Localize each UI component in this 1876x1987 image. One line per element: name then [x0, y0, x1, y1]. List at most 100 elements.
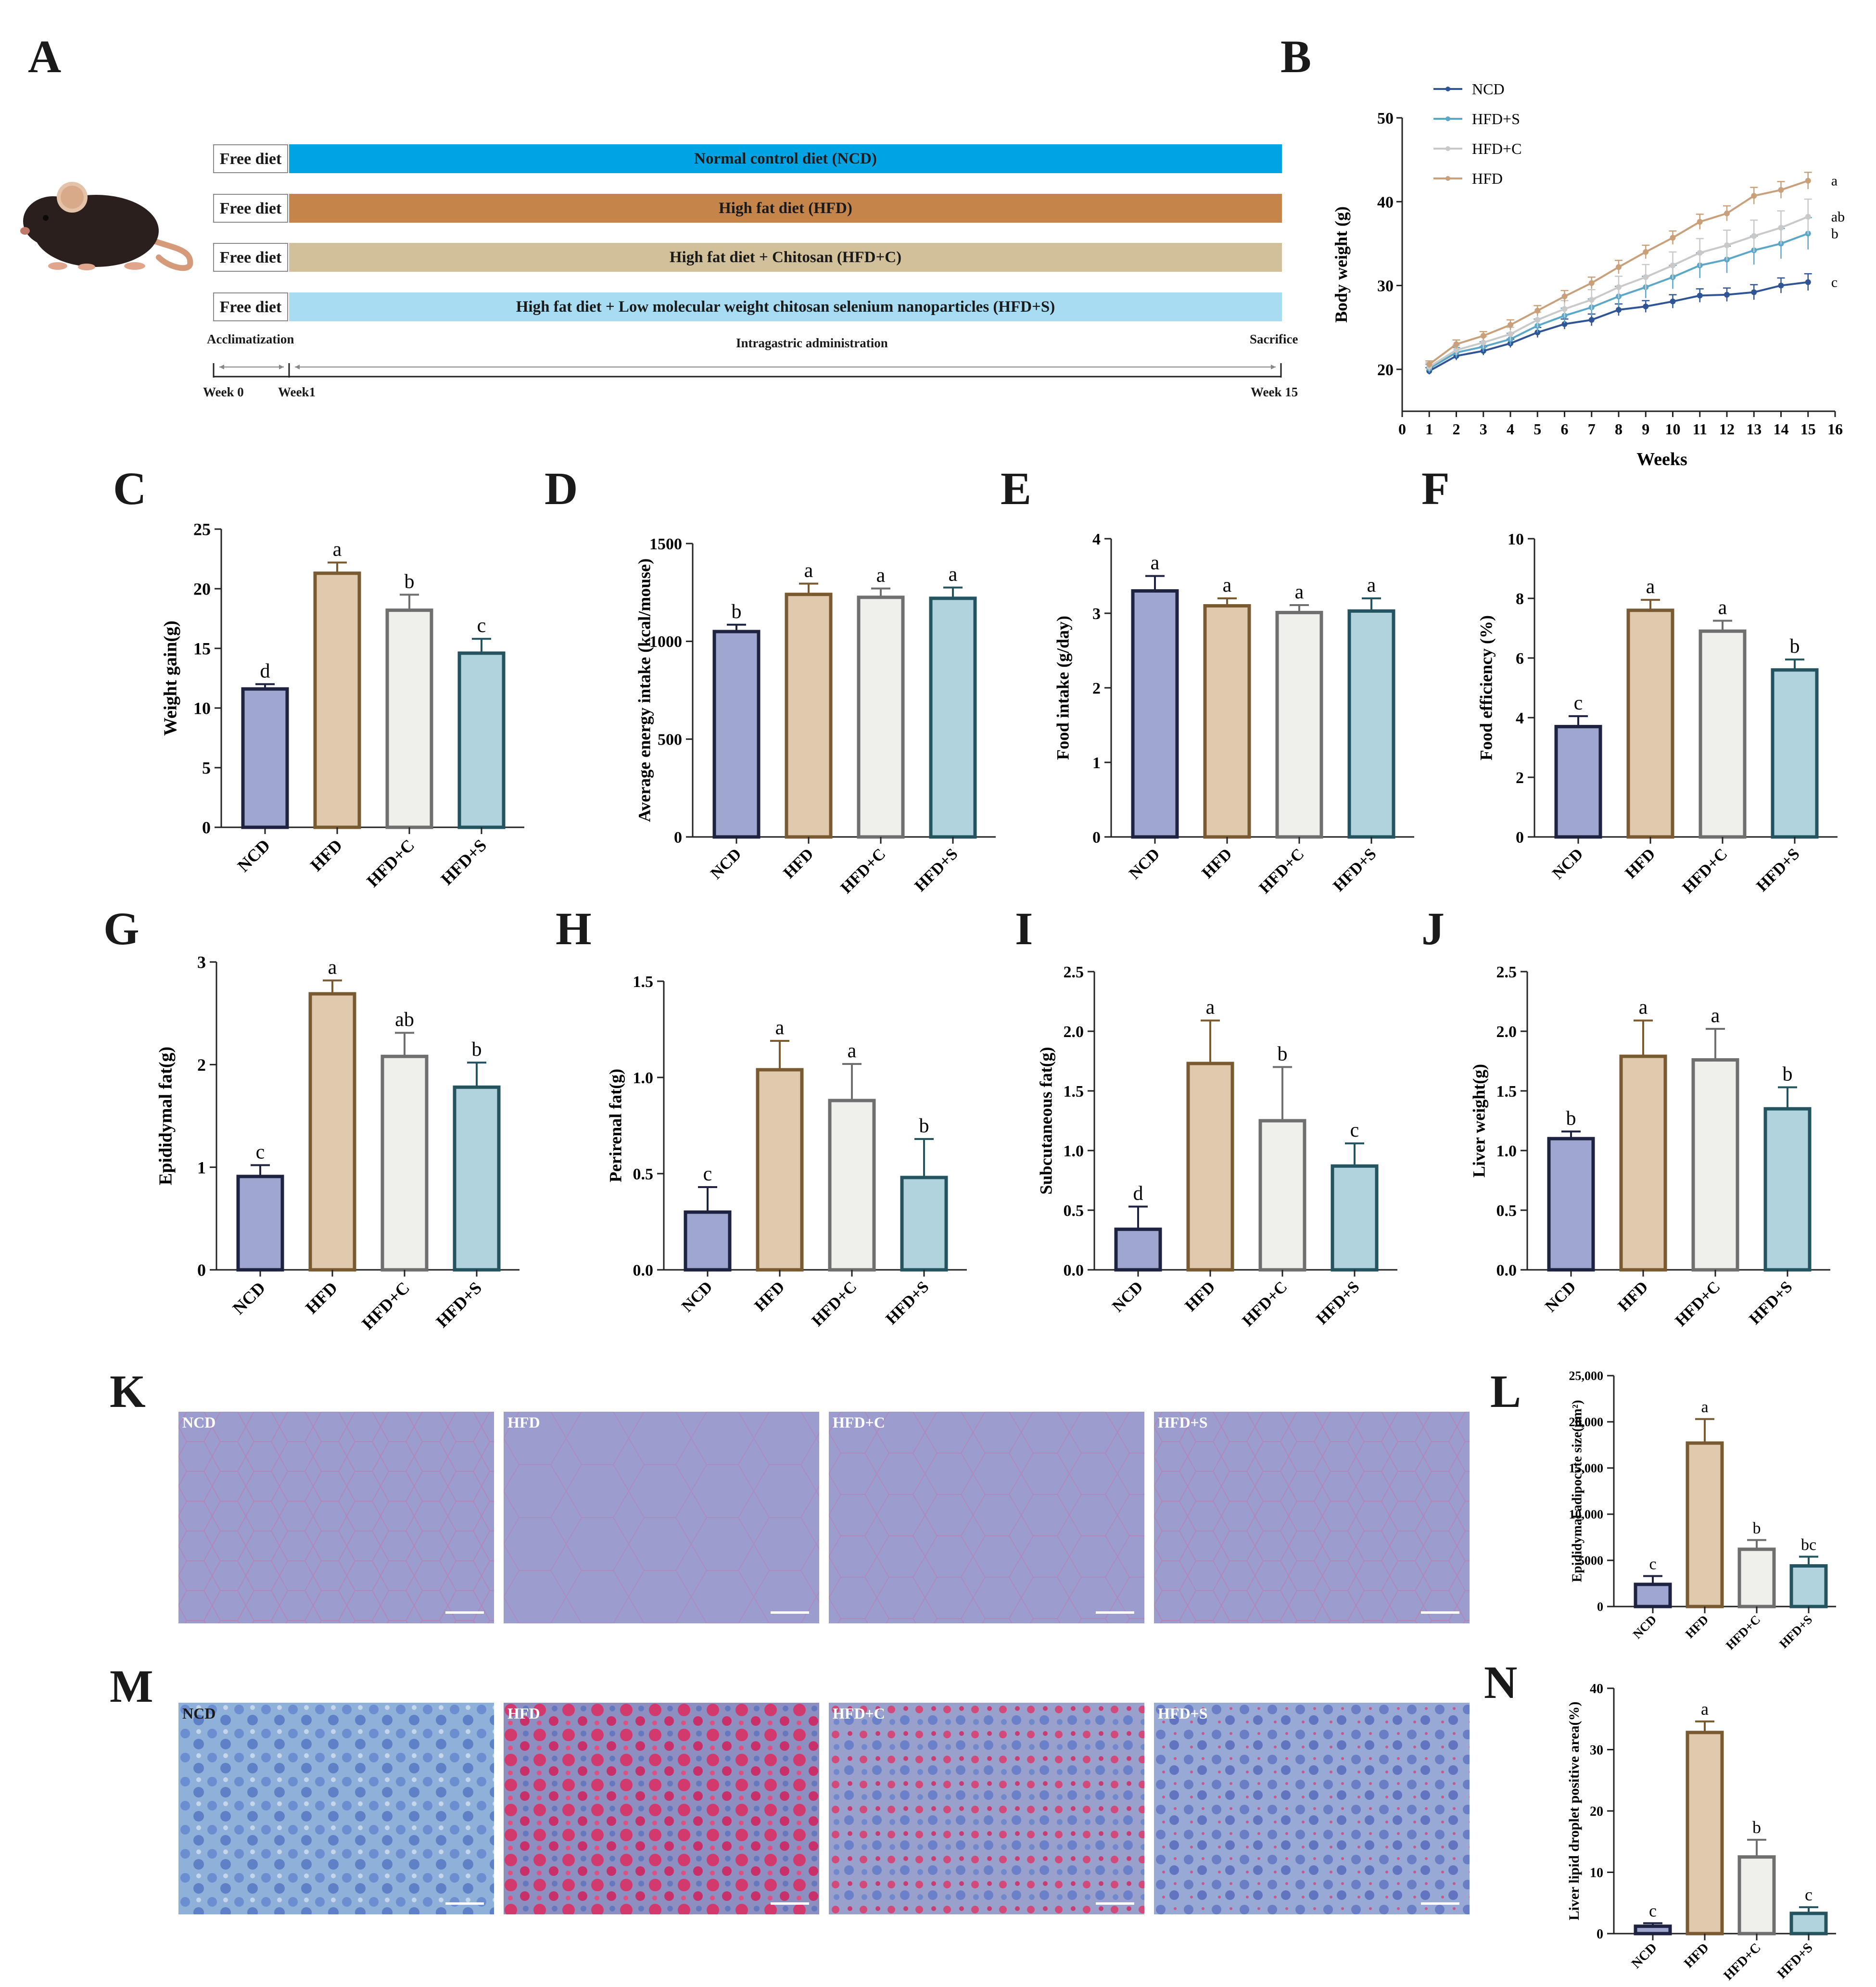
- y-tick-label: 20: [1590, 1804, 1603, 1819]
- x-tick-label: HFD+S: [1330, 845, 1380, 895]
- diet-row-hfdc: Free diet High fat diet + Chitosan (HFD+…: [213, 243, 1282, 272]
- x-tick-label: HFD+C: [1672, 1278, 1724, 1330]
- data-point: [1588, 280, 1595, 286]
- significance-letter: b: [1783, 1063, 1793, 1086]
- bar-hfd-s: [929, 596, 977, 839]
- y-tick-label: 20: [1377, 361, 1394, 379]
- data-point: [1453, 341, 1459, 347]
- y-tick-label: 0: [197, 1261, 206, 1280]
- y-tick-label: 500: [658, 731, 682, 749]
- bar-hfd-s: [1763, 1107, 1812, 1272]
- x-tick-label: 14: [1774, 420, 1789, 438]
- x-tick-label: 2: [1453, 420, 1460, 438]
- significance-letter: b: [472, 1038, 482, 1061]
- y-tick-label: 1.5: [1496, 1083, 1517, 1101]
- panel-label-j: J: [1421, 903, 1445, 954]
- y-axis-label: Liver lipid droplet positive area(%): [1566, 1702, 1582, 1921]
- x-tick-label: HFD+S: [912, 845, 962, 895]
- data-point: [1724, 242, 1730, 248]
- y-axis-label: Subcutaneous fat(g): [1037, 1047, 1056, 1194]
- x-tick-label: HFD+C: [837, 845, 889, 897]
- x-tick-label: HFD+C: [1679, 845, 1731, 897]
- data-point: [1697, 250, 1703, 256]
- panel-label-g: G: [103, 903, 139, 954]
- adipocyte-size-bar-chart: 0 5000 10,000 15,000 20,000 25,000 Epididymal …: [1569, 1369, 1836, 1652]
- bar-hfd-s: [1331, 1164, 1379, 1272]
- data-point: [1751, 289, 1757, 295]
- significance-letter: a: [1151, 552, 1160, 574]
- significance-letter: c: [1831, 275, 1838, 291]
- panel-label-d: D: [545, 463, 578, 514]
- data-point: [1670, 235, 1676, 241]
- significance-letter: a: [1646, 576, 1655, 598]
- bar-hfd-c: [857, 595, 905, 839]
- x-tick-label: HFD+C: [1721, 1940, 1763, 1982]
- panel-label-f: F: [1421, 463, 1450, 514]
- food-intake-bar-chart: 0 1 2 3 4 Food intake (g/day) a NCD a HFD a HFD+C a H…: [1053, 531, 1414, 897]
- y-tick-label: 2: [1092, 680, 1101, 697]
- x-tick-label: 1: [1425, 420, 1433, 438]
- bar-hfd: [1686, 1731, 1724, 1936]
- y-tick-label: 0.5: [1496, 1202, 1517, 1220]
- bar-hfd: [1203, 604, 1251, 839]
- significance-letter: c: [1649, 1556, 1656, 1573]
- y-tick-label: 0.0: [1064, 1262, 1084, 1279]
- bar-hfd: [756, 1068, 804, 1272]
- data-point: [1426, 361, 1432, 367]
- significance-letter: b: [1753, 1519, 1761, 1537]
- x-tick-label: HFD: [1622, 845, 1659, 882]
- panel-label-l: L: [1490, 1366, 1521, 1417]
- bar-hfd-s: [1347, 609, 1395, 839]
- y-tick-label: 15: [193, 639, 211, 658]
- micrograph-label: HFD+S: [1158, 1705, 1208, 1722]
- micrograph-label: HFD+C: [833, 1414, 885, 1431]
- x-tick-label: HFD: [1683, 1612, 1711, 1641]
- panel-label-h: H: [556, 903, 592, 954]
- panel-label-m: M: [110, 1660, 153, 1712]
- y-tick-label: 1500: [649, 535, 682, 553]
- bar-hfd: [1186, 1062, 1234, 1272]
- bar-ncd: [1634, 1582, 1672, 1608]
- timeline-week1: Week1: [278, 385, 316, 399]
- significance-letter: b: [1278, 1043, 1288, 1065]
- bar-hfd-c: [828, 1099, 876, 1272]
- micrograph-m-ncd: NCD: [178, 1703, 494, 1914]
- x-tick-label: 13: [1746, 420, 1762, 438]
- significance-letter: c: [1649, 1901, 1657, 1920]
- bar-hfd-c: [1258, 1119, 1306, 1272]
- timeline-acclimatization: Acclimatization: [207, 332, 294, 346]
- y-tick-label: 0: [1597, 1927, 1603, 1942]
- y-tick-label: 1.5: [1064, 1083, 1084, 1101]
- data-point: [1670, 298, 1676, 304]
- significance-letter: a: [1718, 597, 1727, 619]
- bar-ncd: [1547, 1137, 1595, 1272]
- bar-hfd-s: [1771, 668, 1819, 839]
- significance-letter: a: [1639, 997, 1648, 1019]
- significance-letter: a: [876, 565, 886, 587]
- x-tick-label: HFD: [302, 1278, 341, 1317]
- significance-letter: b: [1790, 635, 1800, 658]
- free-diet-box: Free diet: [213, 144, 288, 173]
- y-tick-label: 5000: [1578, 1554, 1603, 1568]
- bar-ncd: [236, 1175, 284, 1272]
- y-tick-label: 0.0: [1496, 1262, 1517, 1279]
- y-tick-label: 1.0: [1496, 1142, 1517, 1160]
- x-tick-label: 7: [1588, 420, 1596, 438]
- y-tick-label: 2.5: [1496, 963, 1517, 981]
- data-point: [1778, 187, 1784, 193]
- y-tick-label: 1.0: [1064, 1142, 1084, 1160]
- micrograph-label: HFD+C: [833, 1705, 885, 1722]
- significance-letter: c: [477, 615, 486, 637]
- significance-letter: a: [1206, 997, 1215, 1019]
- micrograph-k-hfd: HFD: [504, 1412, 819, 1623]
- micrograph-label: NCD: [182, 1414, 216, 1431]
- y-axis-label: Average energy intake (kcal/mouse): [635, 558, 654, 822]
- data-point: [1805, 279, 1811, 285]
- y-tick-label: 40: [1377, 193, 1394, 211]
- bar-hfd-s: [900, 1176, 948, 1272]
- significance-letter: ab: [1831, 209, 1845, 225]
- x-tick-label: HFD: [306, 835, 346, 875]
- significance-letter: c: [703, 1163, 712, 1185]
- y-axis-label: Food intake (g/day): [1053, 616, 1073, 760]
- y-tick-label: 2.0: [1064, 1023, 1084, 1041]
